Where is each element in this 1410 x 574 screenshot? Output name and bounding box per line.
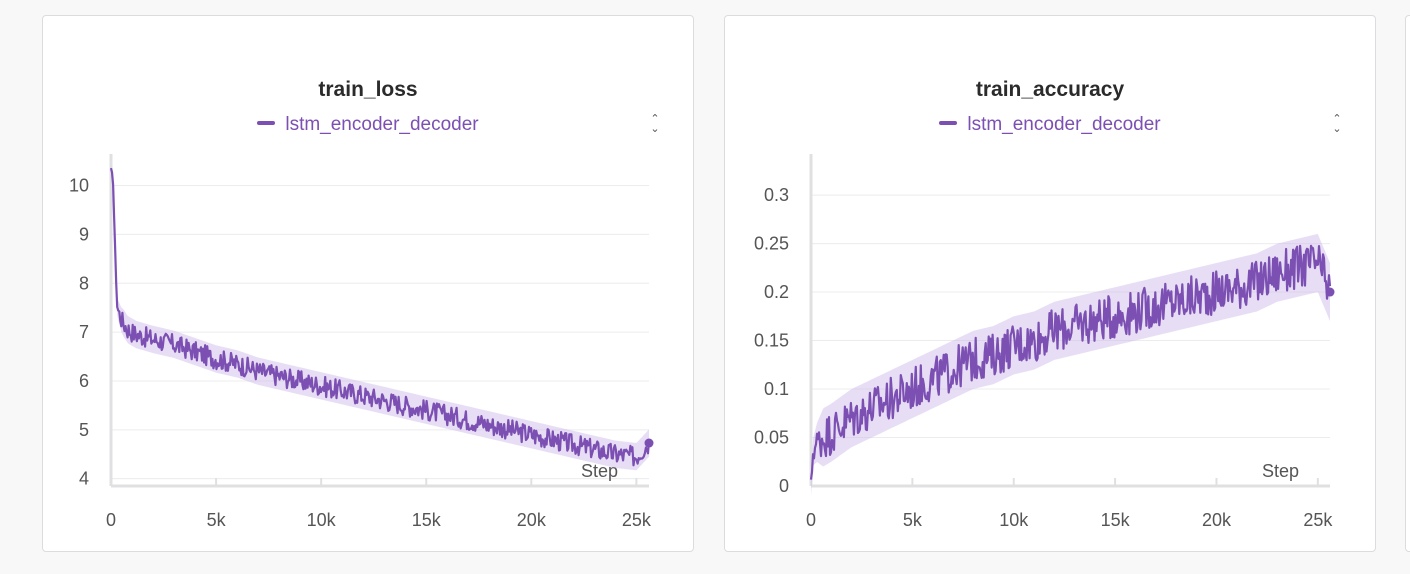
y-tick-label: 4 [79,469,89,489]
y-tick-label: 0.25 [754,234,789,254]
line-plot-train-loss[interactable]: 4 5 6 7 8 9 10 0 5k 10k 15k 20k 25k Step [43,16,695,553]
x-axis-label: Step [1262,461,1299,481]
chart-title: train_loss [318,78,418,101]
y-tick-label: 6 [79,371,89,391]
legend[interactable]: lstm_encoder_decoder [725,114,1375,136]
legend-swatch [939,120,958,125]
chart-panel-train-accuracy: train_accuracy lstm_encoder_decoder ⌃ ⌄ 0… [724,15,1376,552]
last-point-marker [644,438,654,448]
series-range-band [111,166,649,471]
x-tick-label: 15k [1101,510,1131,530]
legend-label: lstm_encoder_decoder [285,114,479,135]
x-tick-label: 5k [207,510,227,530]
y-tick-label: 5 [79,420,89,440]
x-tick-label: 0 [806,510,816,530]
y-tick-label: 0.15 [754,331,789,351]
y-tick-label: 7 [79,322,89,342]
y-tick-label: 0.3 [764,185,789,205]
y-tick-label: 0.1 [764,379,789,399]
series-line [109,167,651,467]
x-tick-label: 25k [622,510,652,530]
x-tick-label: 5k [903,510,923,530]
x-tick-label: 20k [1202,510,1232,530]
x-tick-label: 15k [412,510,442,530]
last-point-marker [1325,287,1335,297]
y-tick-label: 0.05 [754,428,789,448]
legend[interactable]: lstm_encoder_decoder [43,114,693,136]
x-tick-label: 20k [517,510,547,530]
chart-title: train_accuracy [975,78,1125,101]
y-tick-label: 9 [79,224,89,244]
sort-arrows-icon[interactable]: ⌃ ⌄ [650,113,660,135]
x-tick-label: 10k [307,510,337,530]
series-line [809,244,1332,480]
x-tick-label: 0 [106,510,116,530]
x-axis-label: Step [581,461,618,481]
legend-label: lstm_encoder_decoder [967,114,1161,135]
y-tick-label: 10 [69,176,89,196]
chart-panel-train-loss: train_loss lstm_encoder_decoder ⌃ ⌄ 4 5 6 7 8… [42,15,694,552]
legend-swatch [257,120,276,125]
x-tick-label: 10k [999,510,1029,530]
y-tick-label: 0 [779,476,789,496]
sort-arrows-icon[interactable]: ⌃ ⌄ [1332,113,1342,135]
next-panel-edge [1405,15,1410,552]
y-tick-label: 8 [79,273,89,293]
y-tick-label: 0.2 [764,282,789,302]
line-plot-train-accuracy[interactable]: 0 0.05 0.1 0.15 0.2 0.25 0.3 0 5k 10k 15k 20k 25k Ste… [725,16,1377,553]
x-tick-label: 25k [1303,510,1333,530]
